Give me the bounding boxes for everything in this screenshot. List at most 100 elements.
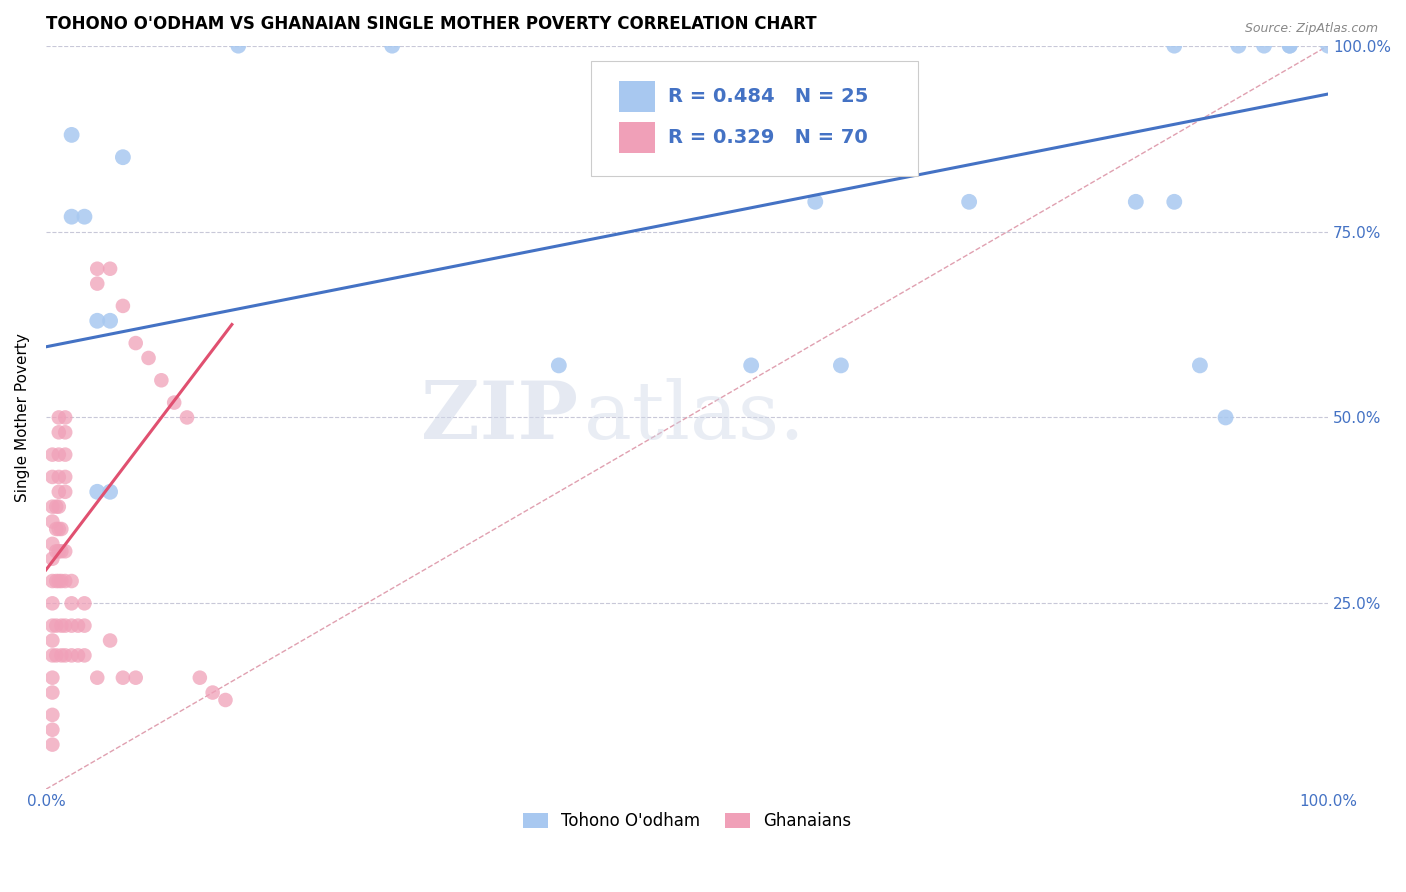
Point (86, 314, 108, 328)
Point (53, 448, 76, 462)
Point (214, 693, 236, 707)
Point (957, 194, 980, 209)
Point (1215, 410, 1237, 425)
Point (73, 210, 96, 224)
Point (73, 596, 96, 610)
Point (125, 671, 148, 685)
Point (125, 336, 148, 351)
Point (60, 596, 83, 610)
Point (48, 574, 70, 588)
Point (1278, 38, 1301, 53)
Point (48, 522, 70, 536)
Point (45, 522, 67, 536)
Point (51, 574, 73, 588)
Point (41, 618, 63, 632)
Point (86, 277, 108, 291)
Point (48, 484, 70, 499)
Point (41, 500, 63, 514)
Point (176, 410, 198, 425)
Point (98, 261, 121, 276)
Point (48, 470, 70, 484)
Point (111, 150, 134, 164)
Point (1317, 38, 1340, 53)
Point (41, 738, 63, 752)
Point (41, 574, 63, 588)
Point (48, 544, 70, 558)
Text: ZIP: ZIP (420, 378, 578, 457)
Point (1227, 38, 1250, 53)
Point (41, 537, 63, 551)
FancyBboxPatch shape (591, 61, 918, 176)
FancyBboxPatch shape (619, 80, 655, 112)
Point (51, 618, 73, 632)
Point (66, 618, 89, 632)
Point (41, 685, 63, 699)
Point (98, 314, 121, 328)
Text: R = 0.484   N = 25: R = 0.484 N = 25 (668, 87, 868, 106)
Point (73, 618, 96, 632)
Y-axis label: Single Mother Poverty: Single Mother Poverty (15, 333, 30, 502)
Point (41, 723, 63, 737)
Point (53, 618, 76, 632)
Point (41, 596, 63, 610)
Point (53, 648, 76, 663)
Point (51, 544, 73, 558)
Point (53, 470, 76, 484)
Point (201, 685, 224, 699)
Point (48, 425, 70, 440)
Text: Source: ZipAtlas.com: Source: ZipAtlas.com (1244, 22, 1378, 36)
Point (188, 671, 211, 685)
Point (60, 128, 83, 142)
Point (1125, 194, 1147, 209)
Point (138, 351, 160, 365)
Point (51, 522, 73, 536)
Point (547, 359, 569, 373)
Legend: Tohono O'odham, Ghanaians: Tohono O'odham, Ghanaians (516, 805, 858, 837)
Point (804, 194, 827, 209)
Point (163, 395, 186, 409)
Point (226, 38, 249, 53)
Text: R = 0.329   N = 70: R = 0.329 N = 70 (668, 128, 868, 147)
Point (45, 500, 67, 514)
Point (41, 470, 63, 484)
Point (60, 210, 83, 224)
Point (45, 574, 67, 588)
Point (60, 618, 83, 632)
Point (1163, 38, 1185, 53)
Point (1278, 38, 1301, 53)
Point (1188, 359, 1211, 373)
Point (51, 648, 73, 663)
Text: TOHONO O'ODHAM VS GHANAIAN SINGLE MOTHER POVERTY CORRELATION CHART: TOHONO O'ODHAM VS GHANAIAN SINGLE MOTHER… (46, 15, 817, 33)
Point (41, 671, 63, 685)
Point (740, 359, 762, 373)
Point (381, 38, 404, 53)
Point (53, 574, 76, 588)
Point (41, 707, 63, 722)
Point (41, 633, 63, 648)
Point (86, 484, 108, 499)
Point (150, 373, 173, 387)
Point (45, 544, 67, 558)
Point (830, 359, 852, 373)
Point (41, 648, 63, 663)
Point (66, 648, 89, 663)
Point (41, 515, 63, 529)
Point (53, 484, 76, 499)
Point (98, 633, 121, 648)
Point (86, 671, 108, 685)
Point (60, 574, 83, 588)
Point (48, 500, 70, 514)
Point (1253, 38, 1275, 53)
Point (111, 671, 134, 685)
Point (60, 648, 83, 663)
Point (48, 410, 70, 425)
FancyBboxPatch shape (619, 122, 655, 153)
Point (45, 618, 67, 632)
Point (98, 484, 121, 499)
Point (1163, 194, 1185, 209)
Point (53, 425, 76, 440)
Point (73, 648, 96, 663)
Point (53, 544, 76, 558)
Text: atlas.: atlas. (585, 378, 806, 457)
Point (45, 648, 67, 663)
